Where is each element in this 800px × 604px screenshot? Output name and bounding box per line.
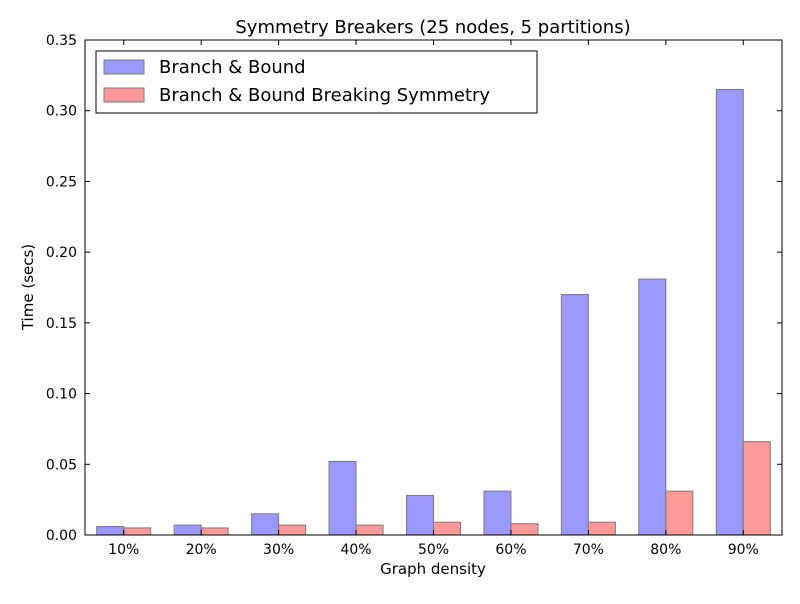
x-tick-label: 40% <box>340 542 371 558</box>
legend-label-series-2: Branch & Bound Breaking Symmetry <box>159 85 490 106</box>
bar-series-1-30% <box>251 513 280 536</box>
x-tick-label: 90% <box>728 542 759 558</box>
bar-series-1-10% <box>96 526 125 536</box>
legend: Branch & Bound Branch & Bound Breaking Sy… <box>95 50 538 114</box>
bar-series-1-60% <box>483 490 512 536</box>
x-tick-label: 10% <box>108 542 139 558</box>
bar-series-1-40% <box>328 460 357 536</box>
x-tick-label: 80% <box>650 542 681 558</box>
y-tick-label: 0.35 <box>46 33 77 49</box>
bar-series-2-50% <box>433 521 461 536</box>
bar-series-2-20% <box>200 527 229 536</box>
y-tick-label: 0.25 <box>46 174 77 190</box>
chart-title: Symmetry Breakers (25 nodes, 5 partition… <box>235 17 630 38</box>
y-axis-label: Time (secs) <box>19 244 37 331</box>
y-tick-label: 0.30 <box>46 104 77 120</box>
y-tick-label: 0.10 <box>46 387 77 403</box>
bar-series-1-20% <box>173 524 202 536</box>
bar-series-1-80% <box>638 278 667 536</box>
x-tick-label: 60% <box>495 542 526 558</box>
bar-series-1-50% <box>406 494 434 536</box>
plot-frame <box>84 39 783 536</box>
bars-group <box>96 89 771 536</box>
y-ticks-group: 0.00 0.05 0.10 0.15 0.20 0.25 0.30 0.35 <box>46 33 782 544</box>
x-tick-label: 50% <box>418 542 449 558</box>
bar-series-2-90% <box>742 441 771 536</box>
bar-series-2-80% <box>665 490 694 536</box>
y-tick-label: 0.00 <box>46 528 77 544</box>
y-tick-label: 0.05 <box>46 457 77 473</box>
legend-box <box>95 50 538 114</box>
bar-series-2-70% <box>587 521 616 536</box>
bar-series-1-90% <box>715 89 744 536</box>
bar-series-2-60% <box>510 523 539 536</box>
legend-swatch-series-1 <box>103 59 145 75</box>
x-tick-label: 30% <box>263 542 294 558</box>
x-tick-label: 70% <box>573 542 604 558</box>
x-tick-label: 20% <box>186 542 217 558</box>
bar-series-2-40% <box>355 524 384 536</box>
legend-swatch-series-2 <box>103 87 145 103</box>
y-tick-label: 0.20 <box>46 245 77 261</box>
bar-series-2-10% <box>123 527 152 536</box>
x-axis-label: Graph density <box>380 560 486 578</box>
y-tick-label: 0.15 <box>46 316 77 332</box>
legend-label-series-1: Branch & Bound <box>159 57 306 78</box>
bar-series-1-70% <box>560 294 589 536</box>
bar-series-2-30% <box>278 524 307 536</box>
x-ticks-group: 10% 20% 30% 40% 50% 60% 70% 80% 90% <box>108 40 759 558</box>
